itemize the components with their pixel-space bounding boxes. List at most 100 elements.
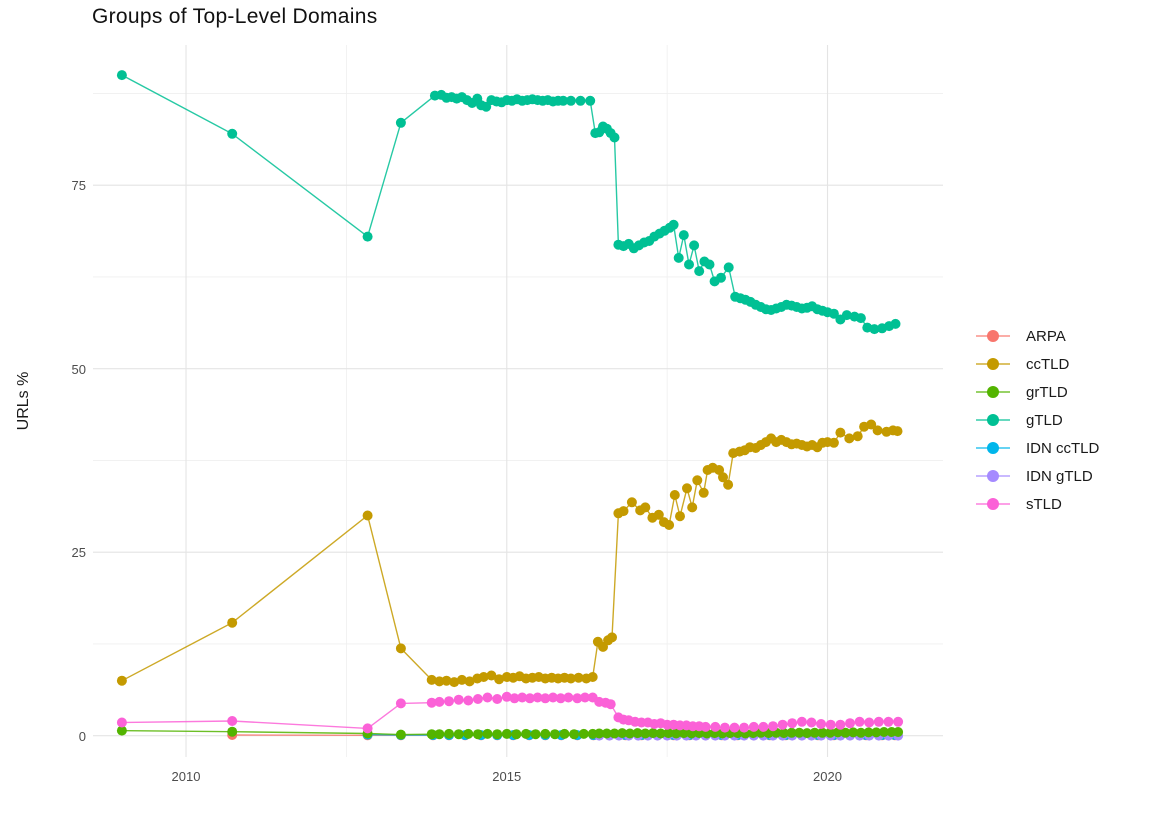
- legend-label: gTLD: [1026, 411, 1063, 429]
- legend-label: IDN ccTLD: [1026, 439, 1100, 457]
- data-point-stld: [453, 694, 464, 705]
- data-point-grtld: [227, 726, 238, 737]
- data-point-stld: [719, 722, 730, 733]
- data-point-stld: [816, 719, 827, 729]
- data-point-gtld: [575, 95, 586, 106]
- data-point-grtld: [663, 728, 674, 739]
- data-point-grtld: [617, 728, 628, 739]
- data-point-cctld: [692, 475, 703, 486]
- data-point-grtld: [492, 729, 503, 740]
- legend-key-icon: [976, 385, 1010, 399]
- data-point-gtld: [704, 259, 715, 270]
- data-point-cctld: [227, 617, 238, 628]
- data-point-grtld: [848, 727, 859, 738]
- data-point-stld: [472, 694, 483, 704]
- data-point-grtld: [540, 728, 551, 739]
- legend-item-gtld: gTLD: [976, 406, 1099, 434]
- data-point-stld: [893, 716, 904, 727]
- data-point-stld: [572, 693, 583, 704]
- data-point-gtld: [395, 117, 406, 128]
- data-point-stld: [700, 721, 711, 732]
- data-point-stld: [729, 722, 740, 733]
- legend-label: ccTLD: [1026, 355, 1070, 373]
- legend-key-icon: [976, 441, 1010, 455]
- data-point-gtld: [855, 313, 866, 324]
- data-point-cctld: [395, 643, 406, 654]
- data-point-gtld: [841, 310, 852, 321]
- data-point-stld: [864, 717, 875, 728]
- data-point-grtld: [501, 728, 512, 739]
- data-point-cctld: [866, 419, 877, 430]
- data-point-stld: [482, 692, 493, 703]
- data-point-cctld: [698, 487, 709, 498]
- data-point-grtld: [463, 728, 474, 739]
- data-point-stld: [517, 692, 528, 703]
- data-point-stld: [835, 719, 846, 730]
- data-point-stld: [580, 692, 590, 703]
- data-point-grtld: [453, 729, 464, 740]
- data-point-cctld: [426, 674, 437, 685]
- data-point-stld: [873, 716, 884, 727]
- data-point-grtld: [802, 728, 812, 739]
- legend-label: IDN gTLD: [1026, 467, 1093, 485]
- data-point-grtld: [794, 727, 805, 738]
- data-point-grtld: [569, 729, 580, 740]
- data-point-grtld: [609, 728, 620, 739]
- data-point-cctld: [607, 632, 617, 643]
- data-point-cctld: [362, 510, 373, 521]
- data-point-cctld: [872, 425, 883, 436]
- data-point-stld: [806, 717, 817, 728]
- data-point-stld: [605, 699, 616, 710]
- data-point-stld: [777, 719, 788, 730]
- data-point-stld: [787, 718, 798, 729]
- data-point-cctld: [892, 426, 903, 437]
- data-point-stld: [395, 698, 406, 709]
- data-point-grtld: [444, 728, 454, 739]
- data-point-cctld: [573, 672, 584, 683]
- data-point-grtld: [778, 728, 789, 739]
- legend: ARPA ccTLD grTLD gTLD IDN ccTLD IDN gTLD sTLD: [976, 322, 1099, 518]
- data-point-grtld: [601, 728, 612, 739]
- data-point-grtld: [640, 728, 651, 739]
- data-point-grtld: [863, 727, 874, 738]
- data-point-grtld: [879, 727, 889, 737]
- data-point-stld: [563, 692, 574, 703]
- data-point-gtld: [828, 308, 839, 319]
- data-point-gtld: [585, 95, 596, 106]
- data-point-stld: [501, 691, 512, 702]
- data-point-stld: [509, 693, 520, 704]
- data-point-grtld: [426, 729, 437, 740]
- data-point-stld: [768, 721, 778, 732]
- data-point-cctld: [618, 506, 629, 517]
- data-point-stld: [463, 695, 474, 706]
- data-point-cctld: [478, 672, 489, 682]
- data-point-cctld: [723, 479, 734, 490]
- legend-item-grtld: grTLD: [976, 378, 1099, 406]
- data-point-stld: [555, 693, 566, 704]
- data-point-cctld: [449, 677, 460, 688]
- y-tick-label: 0: [78, 728, 86, 744]
- data-point-stld: [116, 717, 127, 728]
- data-point-gtld: [689, 240, 700, 251]
- data-point-gtld: [116, 70, 127, 81]
- data-point-stld: [492, 694, 503, 704]
- legend-item-stld: sTLD: [976, 490, 1099, 518]
- data-point-cctld: [486, 670, 497, 681]
- data-point-grtld: [559, 728, 570, 739]
- legend-key-icon: [976, 357, 1010, 371]
- y-tick-label: 75: [71, 178, 86, 194]
- data-point-grtld: [632, 728, 643, 739]
- data-point-stld: [227, 716, 238, 726]
- data-point-gtld: [678, 230, 689, 241]
- data-point-cctld: [664, 520, 675, 530]
- data-point-grtld: [871, 727, 882, 738]
- data-point-grtld: [893, 727, 904, 737]
- data-point-grtld: [855, 727, 866, 738]
- legend-item-idn-gtld: IDN gTLD: [976, 462, 1099, 490]
- data-point-grtld: [624, 728, 635, 739]
- data-point-grtld: [655, 728, 666, 739]
- data-point-stld: [444, 696, 454, 707]
- data-point-stld: [434, 696, 445, 707]
- data-point-gtld: [723, 262, 734, 273]
- data-point-grtld: [395, 729, 406, 740]
